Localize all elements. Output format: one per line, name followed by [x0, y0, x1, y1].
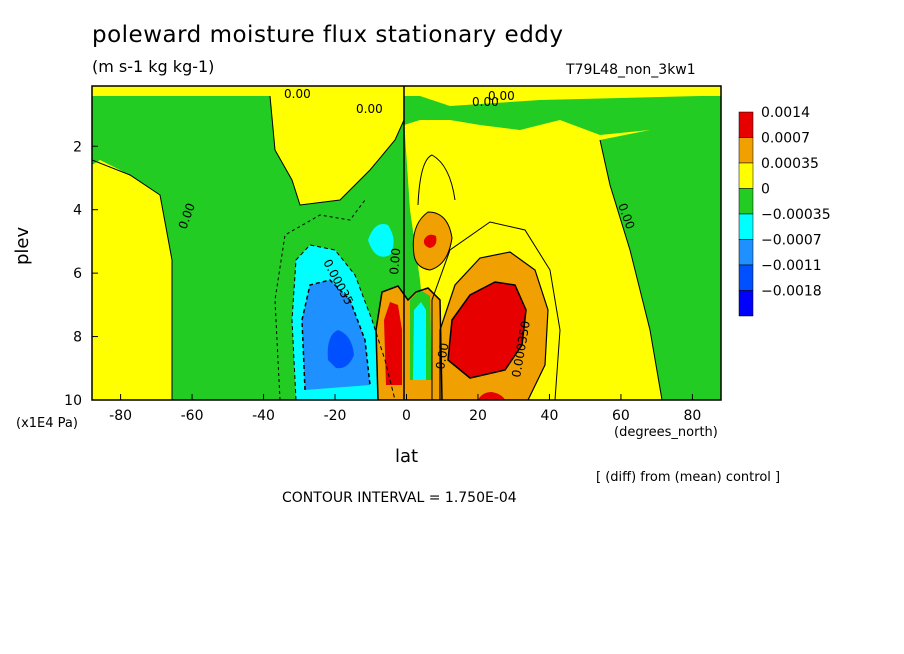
legend-swatch	[738, 162, 754, 189]
legend-swatch	[738, 290, 754, 317]
field-blue-core	[327, 330, 354, 369]
y-axis: 2 4 6 8 10	[64, 139, 98, 409]
contour-line-pos-3	[431, 221, 561, 400]
contour-line-zero-far-left	[92, 159, 173, 400]
y-axis-units: (x1E4 Pa)	[16, 416, 78, 431]
diff-note: [ (diff) from (mean) control ]	[596, 470, 781, 485]
y-tick-label: 4	[73, 203, 82, 219]
x-tick-label: 60	[612, 408, 630, 424]
x-axis: -80 -60 -40 -20 0 20 40 60 80	[109, 394, 701, 424]
contour-line-pos-5	[417, 154, 456, 206]
contour-line-pos-4	[412, 211, 453, 271]
legend-swatch	[738, 137, 754, 164]
chart-title: poleward moisture flux stationary eddy	[92, 22, 564, 48]
legend-label: −0.0018	[761, 284, 822, 300]
contour-line-zero-right	[599, 139, 663, 400]
contour-label: 0.00	[472, 95, 499, 109]
contour-label: 0.00	[284, 87, 311, 101]
legend-label: 0.0007	[761, 131, 810, 147]
field-cyan-small	[368, 224, 394, 257]
contour-line-center	[375, 285, 443, 400]
x-tick-label: -40	[252, 408, 275, 424]
field-red-upper	[423, 234, 437, 248]
x-tick-label: 80	[683, 408, 701, 424]
x-tick-label: 0	[402, 408, 411, 424]
y-tick-label: 2	[73, 139, 82, 155]
y-tick-label: 6	[73, 266, 82, 282]
color-legend: 0.0014 0.0007 0.00035 0 −0.00035 −0.0007 −0.00…	[738, 105, 831, 317]
contour-label: 0.00	[356, 102, 383, 116]
legend-label: −0.0007	[761, 233, 822, 249]
legend-label: 0	[761, 182, 770, 198]
contour-lines	[92, 86, 663, 400]
chart-subtitle: (m s-1 kg kg-1)	[92, 57, 215, 76]
field-red-right-core	[448, 282, 526, 378]
contour-line-pos-1	[439, 251, 549, 400]
contour-label: 0.00	[387, 247, 403, 275]
legend-label: 0.00035	[761, 156, 819, 172]
contour-line-neg-2	[301, 279, 371, 391]
field-green-right	[600, 130, 721, 400]
contour-label: 0.00	[433, 342, 451, 371]
field-red-bottom	[478, 392, 505, 400]
x-tick-label: 20	[469, 408, 487, 424]
legend-label: 0.0014	[761, 105, 810, 121]
field-green-top-right	[404, 96, 721, 135]
legend-swatch	[738, 239, 754, 266]
x-tick-label: -60	[181, 408, 204, 424]
field-orange-bottom	[465, 382, 520, 400]
legend-label: −0.0011	[761, 258, 822, 274]
legend-swatch	[738, 264, 754, 291]
legend-swatch	[738, 188, 754, 215]
x-axis-label: lat	[395, 446, 419, 467]
field-cyan-mid-pillar	[413, 302, 426, 380]
contour-line-neg-1	[291, 244, 396, 400]
x-tick-label: -80	[109, 408, 132, 424]
y-tick-label: 10	[64, 393, 82, 409]
field-red-left-pillar	[384, 302, 402, 385]
contour-field	[92, 86, 721, 400]
contour-line-neg-3	[274, 199, 366, 400]
contour-line-zero-left	[269, 95, 405, 206]
legend-label: −0.00035	[761, 207, 831, 223]
x-tick-label: -20	[324, 408, 347, 424]
contour-label: 0.00	[488, 89, 515, 103]
x-axis-units: (degrees_north)	[614, 425, 718, 440]
x-tick-label: 40	[541, 408, 559, 424]
y-tick-label: 8	[73, 330, 82, 346]
legend-swatch	[738, 111, 754, 138]
run-label: T79L48_non_3kw1	[566, 62, 696, 78]
contour-line-pos-2	[447, 281, 527, 379]
contour-interval: CONTOUR INTERVAL = 1.750E-04	[282, 490, 517, 506]
field-yellow-left	[92, 160, 172, 400]
legend-swatch	[738, 213, 754, 240]
